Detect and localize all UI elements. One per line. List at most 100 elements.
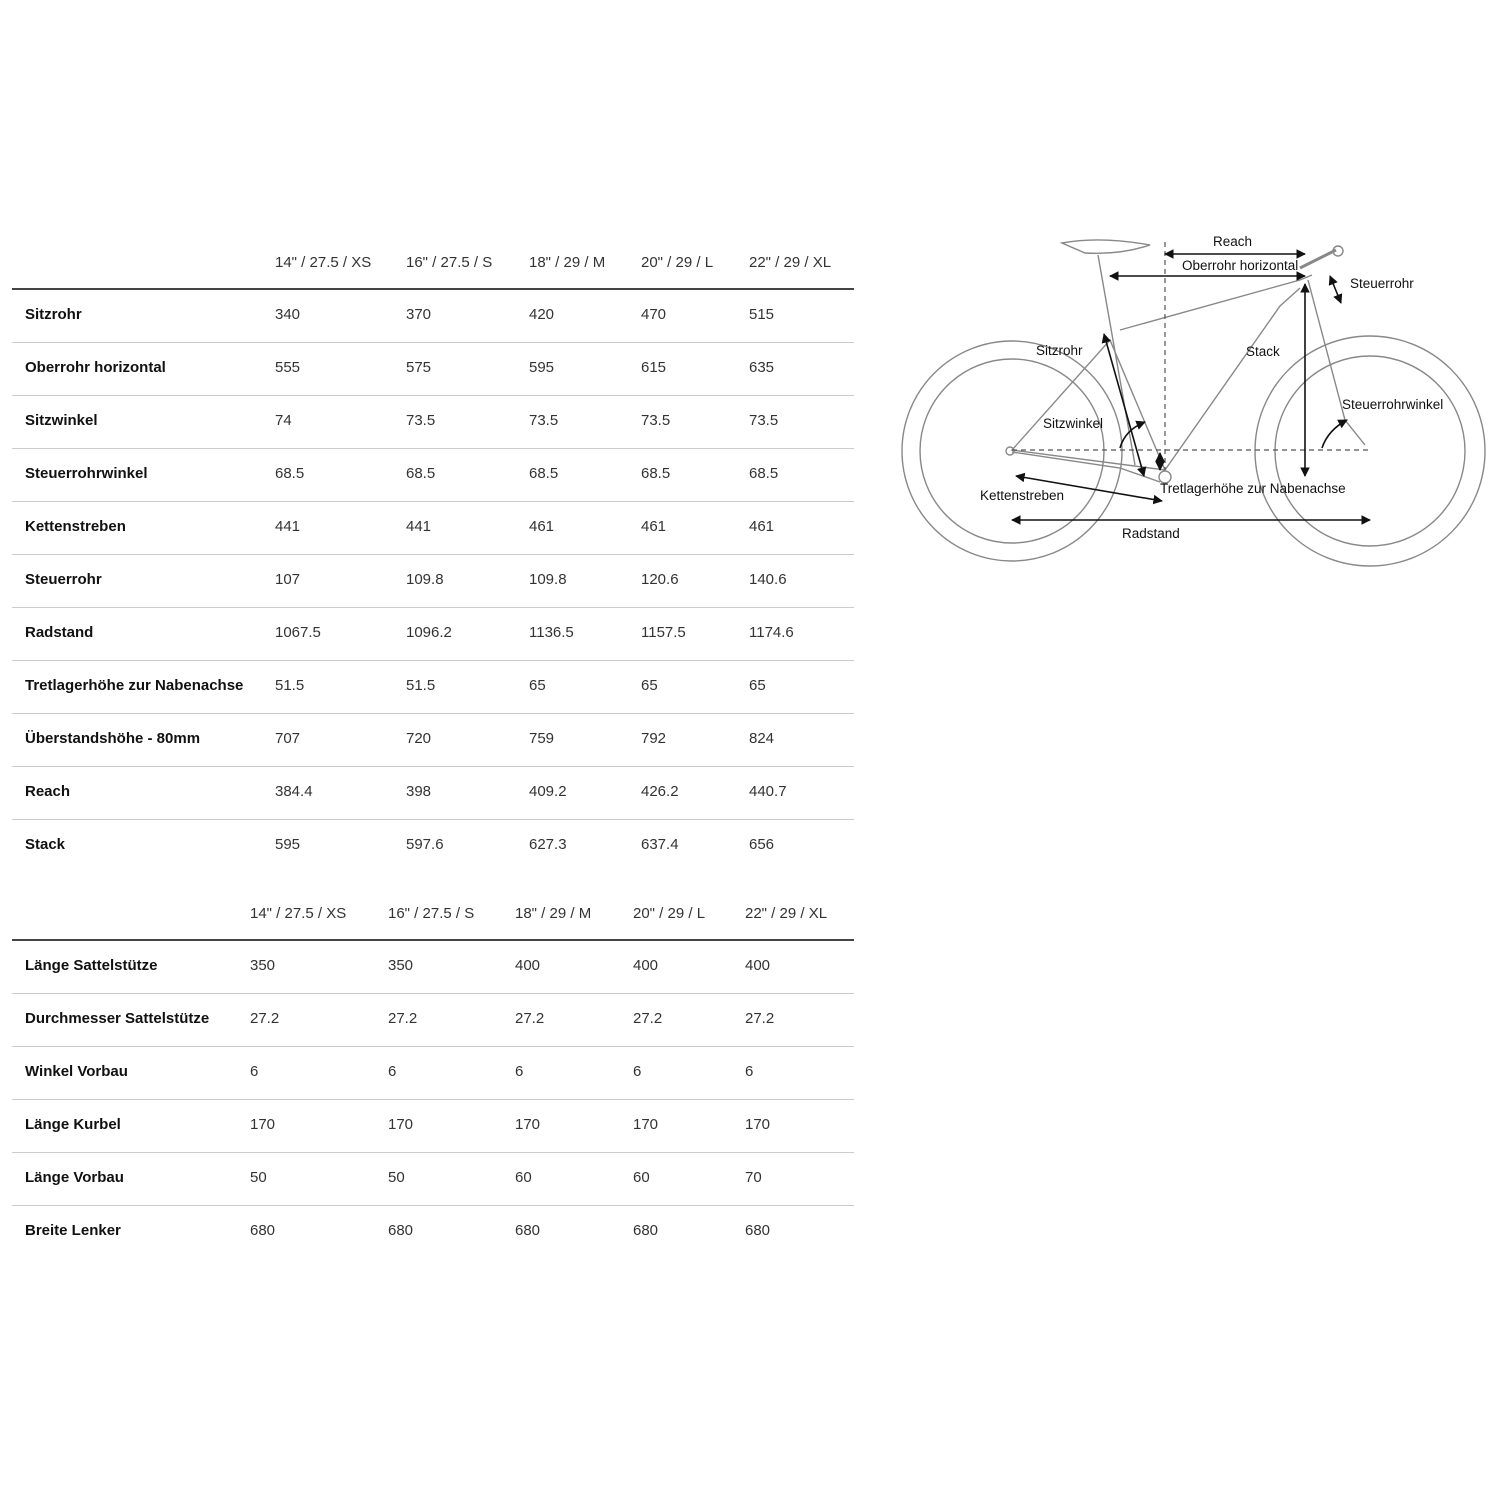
seat-angle-arrow bbox=[1119, 420, 1146, 449]
row-label: Sitzrohr bbox=[25, 306, 82, 323]
table-cell: 27.2 bbox=[515, 1010, 545, 1027]
stem bbox=[1299, 248, 1337, 270]
table-cell: 6 bbox=[250, 1063, 259, 1080]
table-cell: 340 bbox=[275, 306, 301, 323]
table-cell: 68.5 bbox=[749, 465, 779, 482]
head-angle-arrow bbox=[1321, 419, 1348, 449]
row-label: Steuerrohr bbox=[25, 571, 102, 588]
table-row: Oberrohr horizontal 555 575 595 615 635 bbox=[12, 343, 854, 396]
table-cell: 575 bbox=[406, 359, 432, 376]
table-cell: 65 bbox=[749, 677, 766, 694]
table-row: Steuerrohrwinkel 68.5 68.5 68.5 68.5 68.5 bbox=[12, 449, 854, 502]
table-cell: 370 bbox=[406, 306, 432, 323]
table-cell: 555 bbox=[275, 359, 301, 376]
column-header: 20" / 29 / L bbox=[641, 254, 714, 271]
table-cell: 461 bbox=[529, 518, 555, 535]
table-cell: 824 bbox=[749, 730, 775, 747]
column-header: 14" / 27.5 / XS bbox=[275, 254, 372, 271]
down-tube bbox=[1164, 287, 1301, 471]
table-cell: 615 bbox=[641, 359, 667, 376]
table-row: Kettenstreben 441 441 461 461 461 bbox=[12, 502, 854, 555]
table-cell: 50 bbox=[388, 1169, 405, 1186]
table-cell: 680 bbox=[250, 1222, 276, 1239]
head-tube-arrow bbox=[1328, 275, 1343, 304]
table-cell: 1067.5 bbox=[275, 624, 321, 641]
rear-wheel-outer bbox=[901, 340, 1123, 562]
label-head-tube: Steuerrohr bbox=[1350, 276, 1414, 291]
table-cell: 1174.6 bbox=[749, 624, 794, 641]
label-chainstay: Kettenstreben bbox=[980, 488, 1065, 503]
rear-wheel-inner bbox=[919, 358, 1105, 544]
table-cell: 51.5 bbox=[275, 677, 305, 694]
table-cell: 140.6 bbox=[749, 571, 787, 588]
table-row: Überstandshöhe - 80mm 707 720 759 792 824 bbox=[12, 714, 854, 767]
table-cell: 680 bbox=[745, 1222, 771, 1239]
table-cell: 400 bbox=[745, 957, 771, 974]
table-cell: 170 bbox=[515, 1116, 541, 1133]
label-seat-angle: Sitzwinkel bbox=[1043, 416, 1104, 431]
table-cell: 27.2 bbox=[745, 1010, 775, 1027]
table-cell: 70 bbox=[745, 1169, 762, 1186]
table-cell: 409.2 bbox=[529, 783, 567, 800]
row-label: Kettenstreben bbox=[25, 518, 126, 535]
table-cell: 384.4 bbox=[275, 783, 313, 800]
label-bb-drop: Tretlagerhöhe zur Nabenachse bbox=[1160, 481, 1346, 496]
label-reach: Reach bbox=[1213, 234, 1253, 249]
row-label: Durchmesser Sattelstütze bbox=[25, 1010, 210, 1027]
table-cell: 350 bbox=[250, 957, 276, 974]
table-cell: 170 bbox=[633, 1116, 659, 1133]
table-cell: 627.3 bbox=[529, 836, 567, 853]
table-cell: 680 bbox=[515, 1222, 541, 1239]
table-row: Breite Lenker 680 680 680 680 680 bbox=[12, 1206, 854, 1258]
table-cell: 27.2 bbox=[388, 1010, 418, 1027]
label-head-angle: Steuerrohrwinkel bbox=[1342, 397, 1444, 412]
table-cell: 73.5 bbox=[749, 412, 779, 429]
table-cell: 68.5 bbox=[406, 465, 436, 482]
table-cell: 6 bbox=[388, 1063, 397, 1080]
saddle bbox=[1059, 239, 1151, 254]
table-cell: 170 bbox=[745, 1116, 771, 1133]
table-cell: 420 bbox=[529, 306, 555, 323]
table-cell: 68.5 bbox=[275, 465, 305, 482]
table-row: Radstand 1067.5 1096.2 1136.5 1157.5 1174.6 bbox=[12, 608, 854, 661]
table-cell: 60 bbox=[515, 1169, 532, 1186]
label-stack: Stack bbox=[1246, 344, 1280, 359]
row-label: Sitzwinkel bbox=[25, 412, 98, 429]
table-cell: 120.6 bbox=[641, 571, 679, 588]
label-top-tube: Oberrohr horizontal bbox=[1182, 258, 1299, 273]
table-cell: 635 bbox=[749, 359, 775, 376]
table-cell: 350 bbox=[388, 957, 414, 974]
table-cell: 65 bbox=[529, 677, 546, 694]
row-label: Reach bbox=[25, 783, 71, 800]
geometry-table: 14" / 27.5 / XS 16" / 27.5 / S 18" / 29 / … bbox=[12, 240, 854, 872]
table-cell: 461 bbox=[749, 518, 775, 535]
row-label: Steuerrohrwinkel bbox=[25, 465, 148, 482]
row-label: Tretlagerhöhe zur Nabenachse bbox=[25, 677, 244, 694]
table-cell: 426.2 bbox=[641, 783, 679, 800]
table-cell: 441 bbox=[275, 518, 301, 535]
table-row: Winkel Vorbau 6 6 6 6 6 bbox=[12, 1047, 854, 1100]
column-header: 16" / 27.5 / S bbox=[388, 905, 475, 922]
table-row: Durchmesser Sattelstütze 27.2 27.2 27.2 27.2… bbox=[12, 994, 854, 1047]
table-cell: 109.8 bbox=[529, 571, 567, 588]
table-cell: 656 bbox=[749, 836, 775, 853]
table-cell: 107 bbox=[275, 571, 301, 588]
table-cell: 720 bbox=[406, 730, 432, 747]
table-cell: 398 bbox=[406, 783, 432, 800]
table-row: Tretlagerhöhe zur Nabenachse 51.5 51.5 65 65… bbox=[12, 661, 854, 714]
table-cell: 60 bbox=[633, 1169, 650, 1186]
row-label: Länge Sattelstütze bbox=[25, 957, 158, 974]
seat-tube-arrow bbox=[1101, 333, 1147, 477]
column-header: 14" / 27.5 / XS bbox=[250, 905, 347, 922]
table-cell: 170 bbox=[250, 1116, 276, 1133]
column-header: 18" / 29 / M bbox=[529, 254, 606, 271]
table-cell: 73.5 bbox=[641, 412, 671, 429]
table-row: Länge Vorbau 50 50 60 60 70 bbox=[12, 1153, 854, 1206]
table-row: Steuerrohr 107 109.8 109.8 120.6 140.6 bbox=[12, 555, 854, 608]
label-seat-tube: Sitzrohr bbox=[1036, 343, 1083, 358]
table-cell: 595 bbox=[275, 836, 301, 853]
table-row: Länge Kurbel 170 170 170 170 170 bbox=[12, 1100, 854, 1153]
front-wheel-inner bbox=[1274, 355, 1466, 547]
table-cell: 792 bbox=[641, 730, 667, 747]
table-cell: 51.5 bbox=[406, 677, 436, 694]
